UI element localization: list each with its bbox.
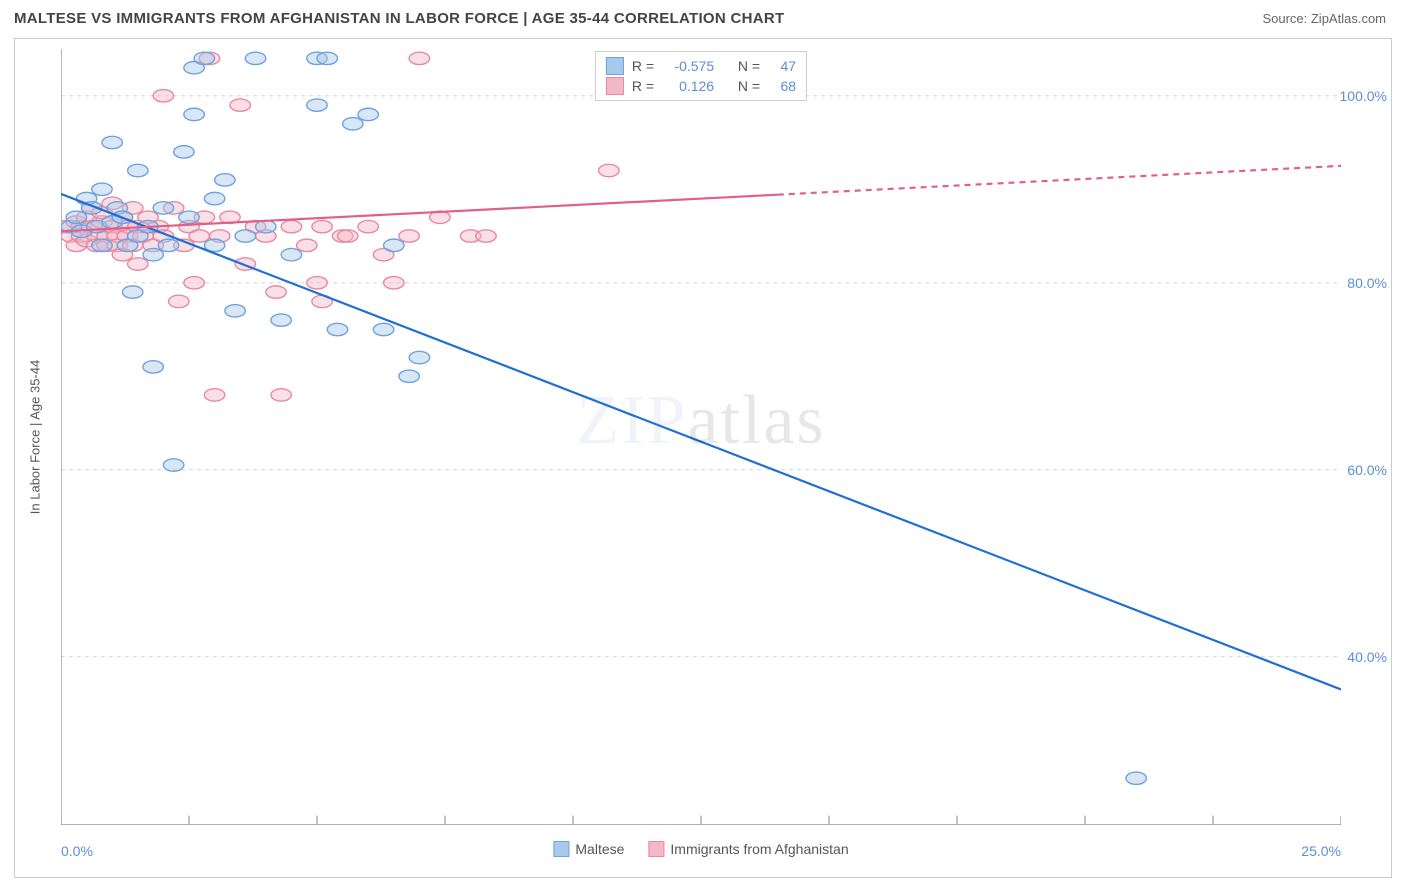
stats-row: R =0.126 N =68 <box>606 76 796 96</box>
y-tick-label: 60.0% <box>1347 462 1387 478</box>
legend-item: Immigrants from Afghanistan <box>648 841 848 857</box>
plot-area: In Labor Force | Age 35-44 ZIPatlas 40.0… <box>61 49 1341 825</box>
chart-title: MALTESE VS IMMIGRANTS FROM AFGHANISTAN I… <box>14 10 785 27</box>
chart-source: Source: ZipAtlas.com <box>1262 11 1386 26</box>
y-tick-label: 100.0% <box>1340 88 1387 104</box>
chart-header: MALTESE VS IMMIGRANTS FROM AFGHANISTAN I… <box>0 0 1406 33</box>
legend-item: Maltese <box>553 841 624 857</box>
stats-row: R =-0.575 N =47 <box>606 56 796 76</box>
stats-swatch <box>606 57 624 75</box>
x-tick-max: 25.0% <box>1301 843 1341 859</box>
legend-label: Maltese <box>575 841 624 857</box>
y-axis-label: In Labor Force | Age 35-44 <box>28 360 43 514</box>
x-tick-min: 0.0% <box>61 843 93 859</box>
stats-swatch <box>606 77 624 95</box>
bottom-legend: Maltese Immigrants from Afghanistan <box>553 841 848 857</box>
chart-container: In Labor Force | Age 35-44 ZIPatlas 40.0… <box>14 38 1392 878</box>
y-tick-label: 80.0% <box>1347 275 1387 291</box>
y-tick-label: 40.0% <box>1347 649 1387 665</box>
scatter-plot-svg <box>61 49 1341 825</box>
legend-swatch <box>553 841 569 857</box>
legend-label: Immigrants from Afghanistan <box>670 841 848 857</box>
legend-swatch <box>648 841 664 857</box>
stats-box: R =-0.575 N =47R =0.126 N =68 <box>595 51 807 101</box>
